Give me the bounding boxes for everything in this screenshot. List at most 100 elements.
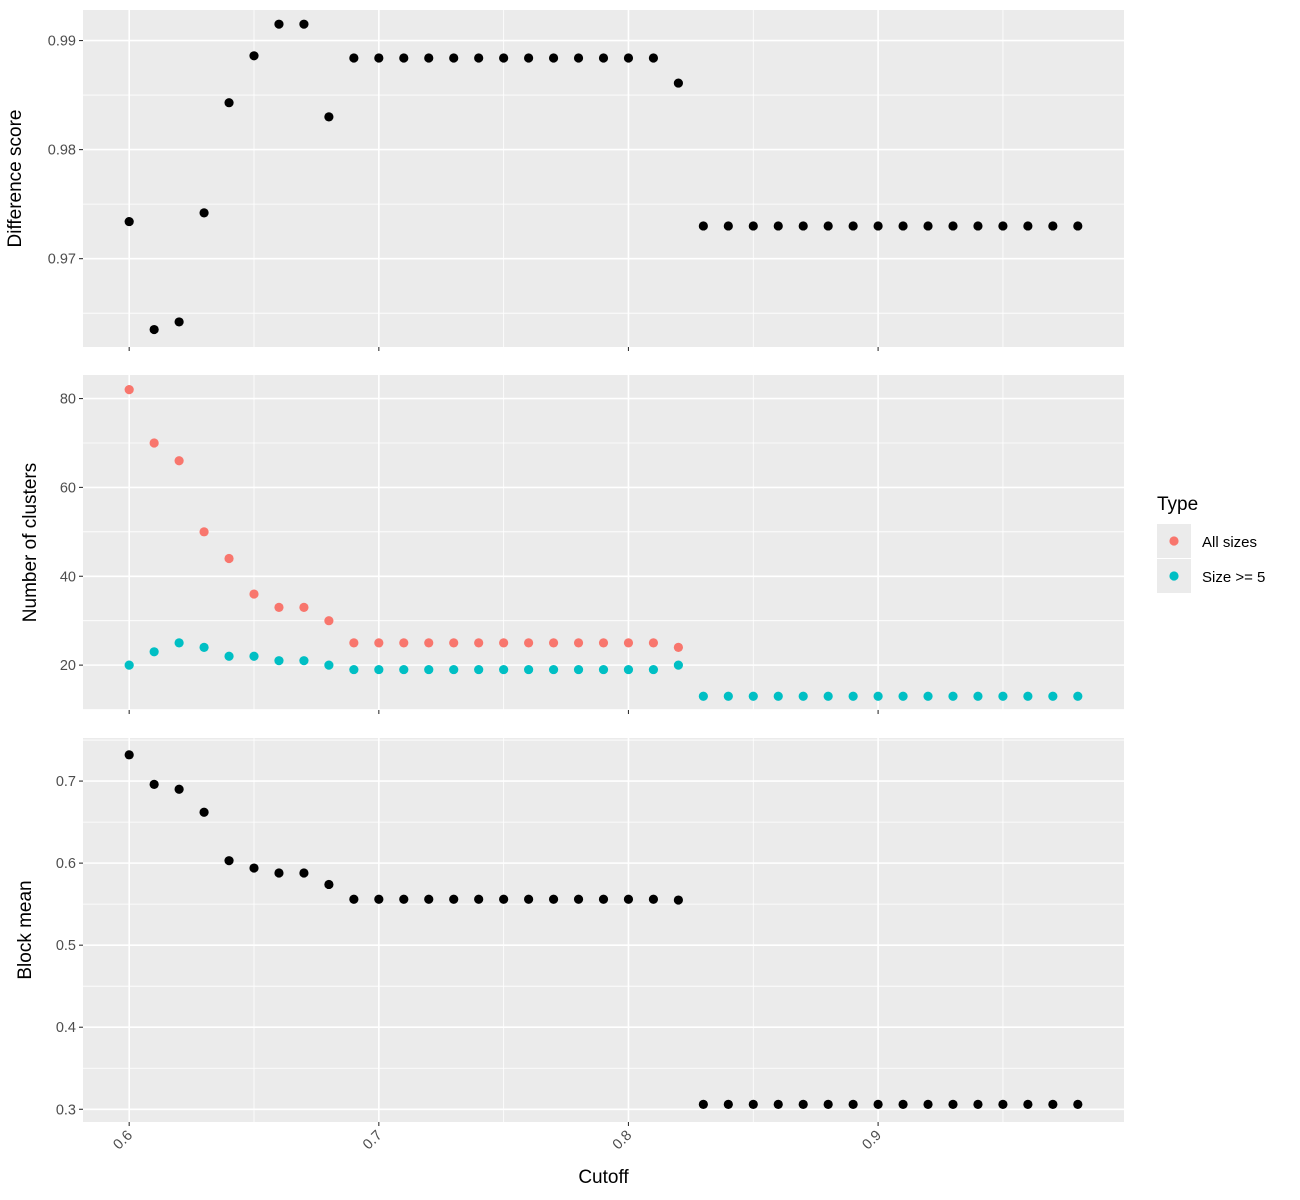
- data-point: [474, 664, 484, 675]
- data-point: [573, 894, 584, 904]
- data-point: [374, 664, 384, 675]
- data-point: [124, 216, 134, 227]
- data-point: [249, 863, 259, 873]
- data-point: [1048, 221, 1058, 231]
- data-point: [449, 53, 459, 63]
- data-point: [124, 660, 134, 670]
- data-point: [923, 1099, 933, 1109]
- data-point: [848, 221, 858, 231]
- data-point: [274, 19, 284, 29]
- data-point: [648, 894, 659, 904]
- data-point: [149, 779, 159, 789]
- data-point: [798, 691, 808, 701]
- data-point: [324, 112, 334, 122]
- y-tick-label: 0.3: [56, 1102, 76, 1118]
- data-point: [424, 53, 434, 63]
- y-tick-label: 0.98: [48, 143, 76, 159]
- y-tick-label: 0.5: [56, 938, 76, 954]
- data-point: [798, 1099, 808, 1109]
- data-point: [723, 1099, 733, 1109]
- data-point: [1073, 1099, 1083, 1109]
- data-point: [199, 807, 209, 817]
- data-point: [224, 856, 234, 866]
- panel-background: [83, 10, 1124, 347]
- y-tick-label: 40: [60, 569, 76, 585]
- panels: 0.97 0.98 0.99 Difference score 20 40 60 80 Numb…: [5, 10, 1124, 1153]
- data-point: [923, 221, 933, 231]
- data-point: [973, 221, 983, 231]
- y-tick-label: 0.97: [48, 252, 76, 268]
- data-point: [798, 221, 808, 231]
- data-point: [1023, 221, 1033, 231]
- y-tick-label: 0.6: [56, 856, 76, 872]
- data-point: [349, 638, 359, 648]
- data-point: [623, 664, 634, 675]
- data-point: [773, 221, 783, 231]
- data-point: [449, 638, 459, 648]
- data-point: [1073, 691, 1083, 701]
- data-point: [573, 638, 584, 648]
- data-point: [274, 602, 284, 612]
- x-axis-title: Cutoff: [578, 1167, 629, 1188]
- data-point: [324, 660, 334, 670]
- data-point: [224, 553, 234, 564]
- data-point: [524, 638, 534, 648]
- data-point: [773, 691, 783, 701]
- y-tick-label: 0.4: [56, 1020, 76, 1036]
- legend: Type All sizes Size >= 5: [1157, 494, 1265, 593]
- data-point: [449, 664, 459, 675]
- data-point: [474, 53, 484, 63]
- data-point: [648, 638, 659, 648]
- data-point: [673, 660, 683, 670]
- data-point: [548, 894, 559, 904]
- data-point: [474, 894, 484, 904]
- data-point: [499, 894, 509, 904]
- data-point: [249, 651, 259, 661]
- data-point: [923, 691, 933, 701]
- data-point: [698, 691, 708, 701]
- data-point: [274, 656, 284, 666]
- y-axis-title: Difference score: [5, 110, 26, 248]
- data-point: [299, 602, 309, 612]
- data-point: [149, 647, 159, 657]
- data-point: [174, 784, 184, 794]
- data-point: [673, 642, 683, 652]
- data-point: [124, 385, 134, 395]
- panel-1: 0.97 0.98 0.99 Difference score: [5, 10, 1124, 351]
- data-point: [673, 78, 683, 88]
- data-point: [948, 691, 958, 701]
- data-point: [349, 894, 359, 904]
- data-point: [499, 664, 509, 675]
- data-point: [648, 664, 659, 675]
- data-point: [598, 53, 609, 63]
- y-tick-label: 0.7: [56, 774, 76, 790]
- data-point: [174, 456, 184, 466]
- data-point: [623, 53, 634, 63]
- x-tick-label: 0.7: [360, 1128, 386, 1154]
- data-point: [349, 53, 359, 63]
- data-point: [124, 750, 134, 760]
- legend-swatch: [1169, 536, 1179, 546]
- data-point: [548, 664, 559, 675]
- y-axis-title: Block mean: [15, 880, 36, 979]
- legend-label: All sizes: [1202, 534, 1257, 551]
- data-point: [823, 691, 833, 701]
- data-point: [748, 221, 758, 231]
- data-point: [499, 53, 509, 63]
- data-point: [748, 1099, 758, 1109]
- data-point: [723, 691, 733, 701]
- data-point: [698, 221, 708, 231]
- data-point: [524, 664, 534, 675]
- y-tick-label: 20: [60, 658, 76, 674]
- data-point: [199, 527, 209, 537]
- data-point: [299, 656, 309, 666]
- data-point: [998, 1099, 1008, 1109]
- data-point: [598, 664, 609, 675]
- data-point: [374, 53, 384, 63]
- data-point: [848, 691, 858, 701]
- data-point: [1073, 221, 1083, 231]
- data-point: [748, 691, 758, 701]
- data-point: [823, 221, 833, 231]
- data-point: [374, 638, 384, 648]
